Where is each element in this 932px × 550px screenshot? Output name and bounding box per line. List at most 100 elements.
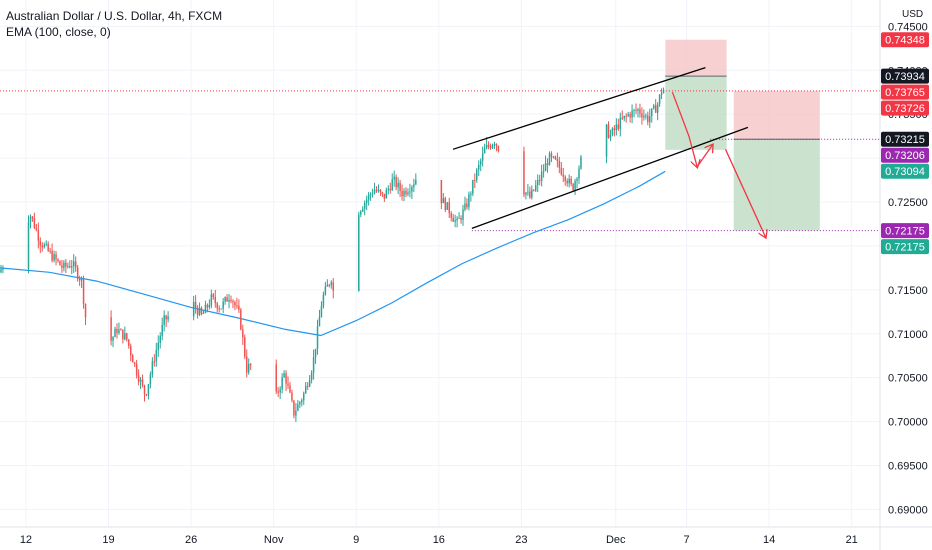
y-tick-label: 0.70500 bbox=[888, 373, 928, 385]
price-badge-text: 0.73206 bbox=[885, 150, 925, 162]
candle-body bbox=[562, 174, 565, 177]
candle-body bbox=[51, 250, 53, 261]
candle-body bbox=[163, 315, 165, 325]
candle-body bbox=[570, 178, 572, 184]
candle-body bbox=[116, 328, 118, 334]
candle-body bbox=[202, 312, 205, 314]
channel-trendline bbox=[452, 67, 706, 150]
chart-grid bbox=[0, 0, 880, 527]
candle-body bbox=[283, 373, 285, 378]
candle-body bbox=[558, 161, 561, 168]
candle-body bbox=[322, 294, 325, 307]
symbol-title[interactable]: Australian Dollar / U.S. Dollar, 4h, FXC… bbox=[6, 9, 223, 23]
candle-body bbox=[574, 180, 576, 191]
candle-body bbox=[155, 349, 158, 362]
candle-body bbox=[450, 213, 452, 218]
candle-body bbox=[360, 211, 362, 215]
price-badge bbox=[881, 32, 929, 48]
price-badge-text: 0.73765 bbox=[885, 87, 925, 99]
candle-body bbox=[446, 202, 449, 210]
price-badge-text: 0.74348 bbox=[885, 35, 925, 47]
candle-body bbox=[137, 375, 140, 382]
candle-body bbox=[658, 94, 661, 105]
candle-body bbox=[527, 191, 529, 193]
candle-body bbox=[118, 329, 120, 334]
candle-body bbox=[222, 301, 224, 309]
candle-body bbox=[316, 326, 319, 349]
candle-body bbox=[533, 189, 535, 191]
x-tick-label: 19 bbox=[102, 534, 114, 546]
candle-body bbox=[53, 254, 55, 261]
candle-body bbox=[332, 282, 334, 291]
candle-body bbox=[495, 144, 498, 146]
candle-body bbox=[468, 194, 470, 208]
candle-body bbox=[27, 222, 30, 269]
candle-body bbox=[385, 190, 388, 199]
candle-body bbox=[232, 301, 234, 303]
candle-body bbox=[633, 109, 635, 111]
candle-body bbox=[365, 199, 368, 203]
candle-body bbox=[39, 240, 42, 246]
y-tick-label: 0.74500 bbox=[888, 21, 928, 33]
take-profit-zone bbox=[665, 76, 727, 150]
candle-body bbox=[379, 189, 382, 193]
price-badge bbox=[881, 223, 929, 239]
candle-body bbox=[489, 146, 492, 148]
candle-body bbox=[493, 144, 496, 146]
candle-body bbox=[409, 191, 411, 193]
x-tick-label: 21 bbox=[846, 534, 858, 546]
candle-body bbox=[395, 176, 397, 188]
forecast-arrow bbox=[724, 149, 766, 237]
candle-body bbox=[564, 176, 566, 181]
candle-body bbox=[55, 254, 57, 260]
time-axis[interactable]: 12 19 26 Nov 9 16 23 Dec 7 14 21 bbox=[0, 526, 932, 546]
candle-body bbox=[652, 105, 655, 109]
candle-body bbox=[208, 305, 211, 308]
candle-body bbox=[656, 104, 659, 113]
candle-body bbox=[238, 305, 240, 310]
price-badge bbox=[881, 163, 929, 179]
position-zones[interactable] bbox=[665, 39, 820, 231]
candle-body bbox=[470, 193, 472, 195]
candle-body bbox=[641, 113, 643, 118]
candle-body bbox=[611, 128, 614, 135]
drawings[interactable] bbox=[452, 67, 766, 238]
candle-body bbox=[637, 109, 639, 111]
ema-line-group bbox=[0, 170, 666, 337]
candle-body bbox=[391, 179, 393, 191]
price-badges: 0.74348 0.73934 0.73765 0.73726 0.73215 0.732… bbox=[881, 32, 929, 255]
candle-body bbox=[497, 145, 500, 152]
price-badge bbox=[881, 68, 929, 84]
candle-body bbox=[303, 393, 305, 401]
candle-body bbox=[330, 282, 333, 285]
candle-body bbox=[114, 328, 116, 338]
candle-body bbox=[466, 203, 468, 208]
candle-body bbox=[326, 284, 329, 287]
candle-body bbox=[196, 308, 199, 315]
candle-body bbox=[369, 194, 372, 196]
candle-body bbox=[204, 304, 207, 313]
candle-body bbox=[312, 357, 315, 373]
chart-legend: Australian Dollar / U.S. Dollar, 4h, FXC… bbox=[6, 8, 222, 40]
candle-body bbox=[297, 404, 299, 411]
candle-body bbox=[242, 329, 244, 338]
candle-body bbox=[159, 336, 161, 343]
candle-body bbox=[472, 179, 474, 194]
candle-body bbox=[401, 190, 403, 197]
candle-body bbox=[413, 184, 415, 188]
x-tick-label: 7 bbox=[683, 534, 689, 546]
indicator-label[interactable]: EMA (100, close, 0) bbox=[6, 25, 111, 39]
candle-body bbox=[247, 364, 250, 373]
candle-body bbox=[299, 402, 301, 405]
candle-body bbox=[220, 308, 222, 310]
candle-body bbox=[615, 124, 618, 130]
y-tick-label: 0.69000 bbox=[888, 504, 928, 516]
candle-body bbox=[245, 356, 248, 373]
candle-body bbox=[293, 400, 295, 416]
candle-body bbox=[483, 148, 486, 154]
candle-body bbox=[444, 198, 447, 210]
candle-body bbox=[387, 188, 390, 191]
candle-body bbox=[324, 286, 327, 295]
candle-body bbox=[448, 202, 450, 214]
